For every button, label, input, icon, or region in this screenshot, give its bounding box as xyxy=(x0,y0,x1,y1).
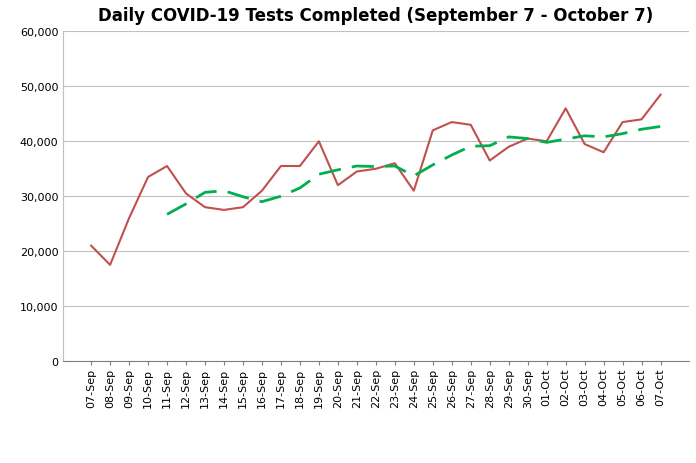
Title: Daily COVID-19 Tests Completed (September 7 - October 7): Daily COVID-19 Tests Completed (Septembe… xyxy=(98,7,654,25)
